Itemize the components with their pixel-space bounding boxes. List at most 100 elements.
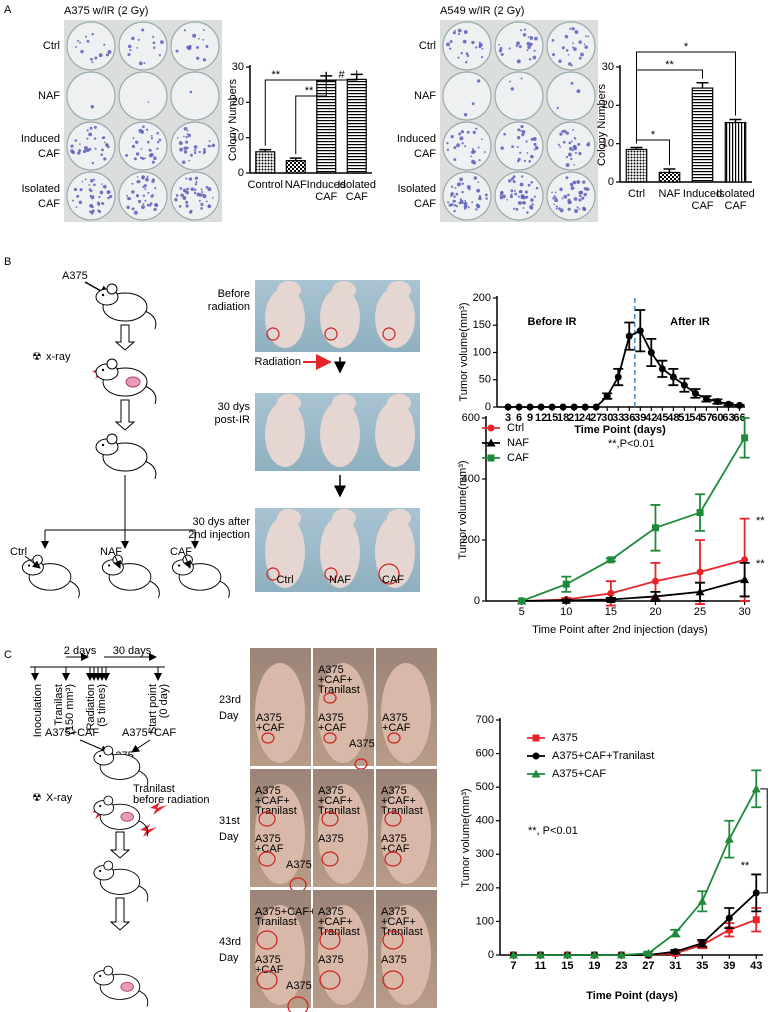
text-line: Induced — [397, 133, 436, 145]
x-tick-label: 15 — [605, 606, 617, 618]
text-line: post-IR — [215, 414, 251, 426]
colony-dot — [530, 154, 534, 159]
mouse-eye — [99, 754, 102, 758]
colony-dot — [476, 204, 481, 209]
colony-dot — [576, 206, 579, 209]
colony-dot — [135, 140, 139, 144]
colony-dot — [183, 135, 185, 138]
colony-dot — [185, 135, 188, 139]
mouse-photo — [318, 663, 368, 763]
point — [724, 834, 734, 843]
colony-dot — [535, 186, 539, 190]
label: Ctrl — [419, 40, 436, 52]
colony-dot — [512, 180, 516, 184]
error-bar — [259, 148, 272, 152]
colony-dot — [205, 200, 208, 203]
colony-dot — [158, 138, 162, 142]
colony-dot — [481, 138, 483, 140]
colony-dot — [510, 189, 514, 193]
mouse-ear — [103, 860, 114, 871]
colony-dot — [576, 89, 581, 94]
mouse-eye — [99, 869, 102, 873]
point — [607, 556, 615, 564]
colony-dot — [90, 179, 94, 183]
colony-dot — [194, 188, 197, 191]
tumor-circle — [266, 327, 280, 341]
label: 30 dys post-IR — [215, 401, 251, 426]
y-tick-label: 0 — [238, 167, 244, 179]
point — [531, 769, 541, 778]
legend-label: A375 — [552, 732, 578, 744]
text-line: +CAF — [256, 722, 285, 734]
colony-dot — [527, 45, 531, 50]
colony-dot — [193, 149, 197, 152]
colony-dot — [131, 190, 135, 194]
colony-dot — [571, 149, 574, 152]
tumor-circle — [256, 930, 278, 950]
colony-dot — [126, 205, 130, 210]
colony-dot — [463, 30, 468, 34]
text-line: A375 — [318, 664, 344, 676]
colony-dot — [135, 152, 140, 156]
colony-dot — [146, 203, 150, 207]
colony-dot — [185, 204, 189, 208]
arrow — [113, 555, 121, 569]
mouse-ear — [103, 795, 114, 806]
label: A375 — [318, 833, 344, 845]
label: Inoculation — [32, 684, 44, 737]
mouse-photo — [255, 663, 305, 763]
colony-dot — [94, 147, 97, 150]
colony-dot — [528, 58, 532, 61]
annotation: * — [651, 129, 656, 141]
label: A375+CAF+Tranilast — [255, 906, 316, 928]
text-line: Isolated — [397, 183, 436, 195]
text-line: CAF — [414, 148, 436, 160]
colony-dot — [144, 157, 146, 160]
text-line: 43rd — [219, 936, 241, 948]
y-tick-label: 0 — [485, 401, 491, 413]
colony-dot — [573, 146, 578, 151]
text-line: A375 — [381, 785, 407, 797]
point — [515, 403, 523, 411]
colony-dot — [559, 145, 562, 148]
colony-dot — [457, 28, 462, 33]
text-line: CAF — [315, 191, 337, 203]
colony-dot — [207, 204, 212, 209]
x-tick-label: 27 — [590, 412, 602, 424]
text-line: Tranilast — [318, 805, 360, 817]
colony-dot — [198, 199, 201, 202]
colony-dot — [574, 30, 579, 35]
arrow — [79, 739, 109, 753]
label: Ctrl — [43, 40, 60, 52]
point — [651, 577, 659, 585]
arrow — [131, 739, 151, 753]
mouse-photo-head — [332, 394, 356, 412]
point — [698, 939, 706, 947]
tumor-circle — [258, 811, 276, 827]
colony-dot — [183, 29, 187, 32]
colony-dot — [158, 54, 161, 57]
mouse-eye — [99, 974, 102, 978]
colony-dot — [519, 151, 522, 154]
colony-dot — [461, 190, 464, 194]
colony-dot — [584, 35, 587, 37]
colony-dot — [93, 183, 96, 187]
colony-dot — [525, 140, 528, 143]
significance-bracket — [760, 788, 768, 894]
colony-dot — [178, 141, 183, 146]
colony-dot — [194, 176, 199, 180]
colony-dot — [72, 199, 74, 202]
x-tick-label: NAF — [285, 179, 307, 191]
colony-dot — [474, 46, 478, 49]
colony-dot — [529, 205, 534, 210]
label: 31st Day — [219, 815, 240, 843]
mouse-illustration — [171, 554, 230, 598]
colony-dot — [79, 143, 81, 145]
colony-dot — [500, 197, 503, 200]
point — [697, 896, 707, 905]
y-tick-label: 0 — [488, 949, 494, 961]
colony-dot — [455, 192, 459, 196]
colony-dot — [138, 61, 143, 66]
colony-dot — [559, 187, 563, 192]
colony-dot — [478, 196, 482, 201]
